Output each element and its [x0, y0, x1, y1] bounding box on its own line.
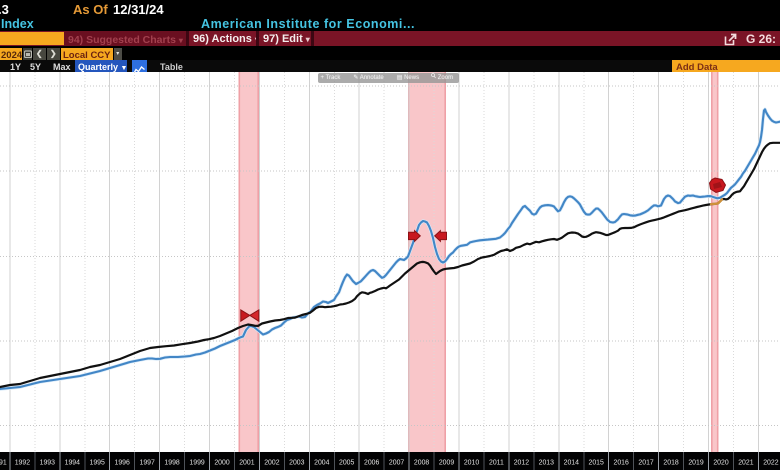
svg-text:2007: 2007 — [389, 460, 404, 467]
svg-text:2001: 2001 — [239, 460, 254, 467]
svg-text:2003: 2003 — [289, 460, 304, 467]
svg-text:2009: 2009 — [439, 460, 454, 467]
svg-text:2010: 2010 — [464, 460, 479, 467]
svg-text:2018: 2018 — [663, 460, 678, 467]
svg-text:2015: 2015 — [589, 460, 604, 467]
svg-text:2011: 2011 — [489, 460, 504, 467]
svg-text:1994: 1994 — [65, 460, 80, 467]
svg-text:2014: 2014 — [564, 460, 579, 467]
svg-text:2022: 2022 — [763, 460, 778, 467]
svg-text:2012: 2012 — [514, 460, 529, 467]
svg-text:1991: 1991 — [0, 460, 7, 467]
svg-text:2004: 2004 — [314, 460, 329, 467]
svg-text:1999: 1999 — [189, 460, 204, 467]
svg-text:2016: 2016 — [614, 460, 629, 467]
svg-text:2019: 2019 — [688, 460, 703, 467]
svg-text:1992: 1992 — [15, 460, 30, 467]
svg-text:2000: 2000 — [214, 460, 229, 467]
svg-text:2017: 2017 — [638, 460, 653, 467]
svg-text:2021: 2021 — [738, 460, 753, 467]
svg-text:2002: 2002 — [264, 460, 279, 467]
svg-text:1998: 1998 — [164, 460, 179, 467]
svg-text:1996: 1996 — [115, 460, 130, 467]
svg-text:2006: 2006 — [364, 460, 379, 467]
svg-text:2013: 2013 — [539, 460, 554, 467]
svg-text:1997: 1997 — [140, 460, 155, 467]
svg-text:2020: 2020 — [713, 460, 728, 467]
svg-text:1995: 1995 — [90, 460, 105, 467]
svg-text:2005: 2005 — [339, 460, 354, 467]
svg-text:1993: 1993 — [40, 460, 55, 467]
svg-text:2008: 2008 — [414, 460, 429, 467]
